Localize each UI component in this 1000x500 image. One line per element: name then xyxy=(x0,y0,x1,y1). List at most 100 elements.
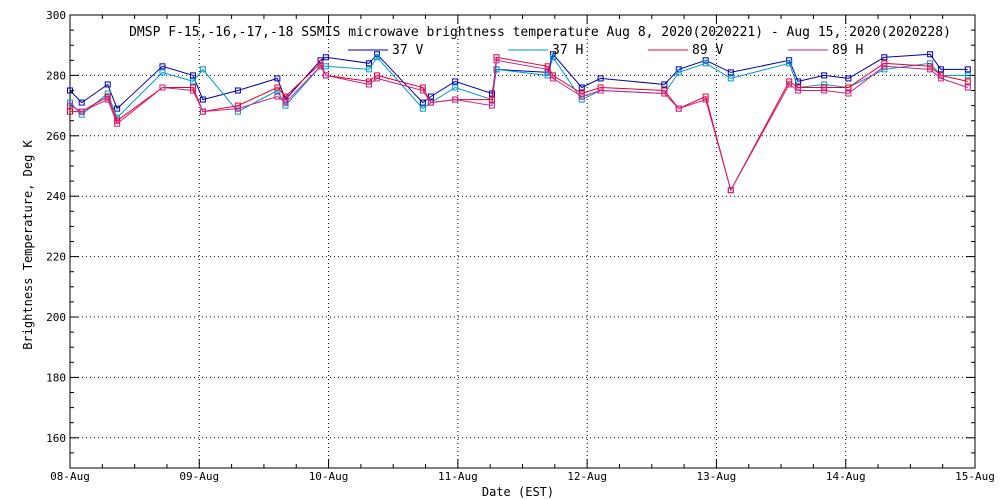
data-point xyxy=(419,84,426,91)
data-point xyxy=(282,99,289,106)
x-tick-label: 15-Aug xyxy=(955,470,995,483)
data-point xyxy=(374,54,381,61)
y-tick-label: 300 xyxy=(46,9,66,22)
data-point xyxy=(365,60,372,67)
data-point xyxy=(675,66,682,73)
y-tick-label: 200 xyxy=(46,311,66,324)
data-point xyxy=(702,96,709,103)
data-point xyxy=(881,54,888,61)
data-point xyxy=(927,66,934,73)
series-line-37-v xyxy=(69,53,968,110)
data-point xyxy=(199,96,206,103)
chart-title: DMSP F-15,-16,-17,-18 SSMIS microwave br… xyxy=(129,25,951,40)
data-point xyxy=(317,63,324,70)
data-point xyxy=(190,72,197,79)
data-point xyxy=(190,78,197,85)
data-point xyxy=(786,81,793,88)
data-point xyxy=(675,105,682,112)
data-point xyxy=(964,72,971,79)
data-point xyxy=(234,105,241,112)
data-point xyxy=(493,54,500,61)
data-point xyxy=(67,102,73,109)
y-axis-label: Brightness Temperature, Deg K xyxy=(21,139,35,349)
y-tick-label: 220 xyxy=(46,251,66,264)
axes: 08-Aug 09-Aug 10-Aug 11-Aug 12-Aug 13-Aug 14-A… xyxy=(46,9,995,483)
data-point xyxy=(845,90,852,97)
data-point xyxy=(114,105,121,112)
data-point xyxy=(114,120,121,127)
data-point xyxy=(427,99,434,106)
data-point xyxy=(159,63,166,70)
data-point xyxy=(190,87,197,94)
data-point xyxy=(452,78,459,85)
data-point xyxy=(937,66,944,73)
data-point xyxy=(597,75,604,82)
data-point xyxy=(282,93,289,100)
y-tick-label: 240 xyxy=(46,190,66,203)
data-point xyxy=(597,87,604,94)
data-point xyxy=(104,81,111,88)
y-tick-label: 280 xyxy=(46,69,66,82)
data-point xyxy=(821,87,828,94)
data-point xyxy=(159,69,166,76)
data-point xyxy=(702,60,709,67)
data-point xyxy=(274,75,281,82)
grid-lines xyxy=(70,15,975,468)
data-point xyxy=(199,108,206,115)
data-point xyxy=(104,96,111,103)
data-point xyxy=(322,72,329,79)
data-point xyxy=(67,99,73,106)
data-point xyxy=(452,84,459,91)
data-point xyxy=(374,75,381,82)
data-point xyxy=(493,57,500,64)
data-point xyxy=(821,81,828,88)
data-point xyxy=(881,63,888,70)
legend: 37 V 37 H 89 V 89 H xyxy=(348,43,863,58)
data-point xyxy=(845,84,852,91)
data-point xyxy=(104,93,111,100)
data-point xyxy=(786,60,793,67)
data-point xyxy=(727,69,734,76)
series-line-89-h xyxy=(69,59,968,192)
data-point xyxy=(675,69,682,76)
data-point xyxy=(419,99,426,106)
x-tick-label: 13-Aug xyxy=(697,470,737,483)
x-axis-label: Date (EST) xyxy=(482,485,554,499)
y-tick-label: 180 xyxy=(46,371,66,384)
data-point xyxy=(365,81,372,88)
data-point xyxy=(795,87,802,94)
data-point xyxy=(661,90,668,97)
data-point xyxy=(727,75,734,82)
data-point xyxy=(578,96,585,103)
data-point xyxy=(322,54,329,61)
data-series xyxy=(67,51,971,194)
data-point xyxy=(927,63,934,70)
data-point xyxy=(845,75,852,82)
data-point xyxy=(419,105,426,112)
legend-label: 89 H xyxy=(832,43,863,58)
data-point xyxy=(159,84,166,91)
data-point xyxy=(597,84,604,91)
data-point xyxy=(67,108,73,115)
data-point xyxy=(427,93,434,100)
data-point xyxy=(964,78,971,85)
data-point xyxy=(544,63,551,70)
data-point xyxy=(578,84,585,91)
data-point xyxy=(78,111,85,118)
data-point xyxy=(274,84,281,91)
data-point xyxy=(274,93,281,100)
data-point xyxy=(488,102,495,109)
data-point xyxy=(78,99,85,106)
x-tick-label: 12-Aug xyxy=(567,470,607,483)
legend-label: 37 H xyxy=(552,43,583,58)
data-point xyxy=(452,96,459,103)
data-point xyxy=(550,75,557,82)
data-point xyxy=(661,81,668,88)
x-tick-label: 11-Aug xyxy=(438,470,478,483)
y-tick-label: 260 xyxy=(46,130,66,143)
legend-label: 37 V xyxy=(392,43,423,58)
legend-label: 89 V xyxy=(692,43,723,58)
data-point xyxy=(234,87,241,94)
